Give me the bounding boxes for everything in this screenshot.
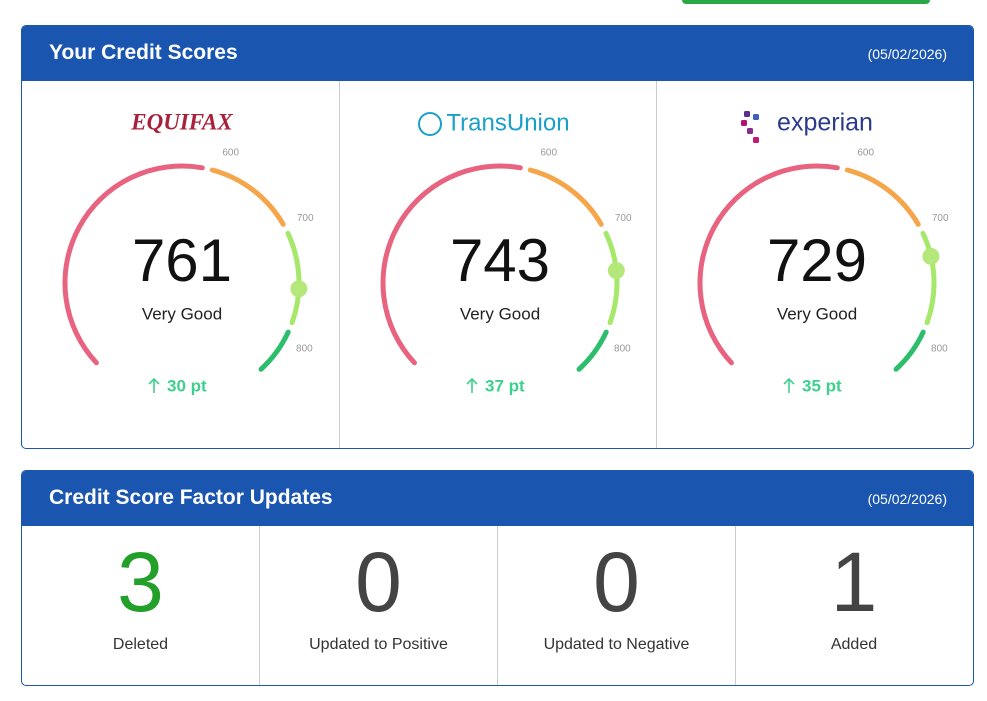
panel-date: (05/02/2026) (867, 491, 947, 507)
score-value: 729 (767, 227, 867, 294)
action-button[interactable] (682, 0, 930, 4)
gauge-segment (285, 230, 302, 326)
bureau-logo: experian (777, 109, 873, 137)
factor-count: 3 (117, 535, 164, 629)
factor-count: 0 (355, 535, 402, 629)
gauge-tick-label: 800 (931, 344, 948, 355)
score-marker (607, 261, 625, 279)
gauge-tick-label: 800 (614, 344, 631, 355)
factor-label: Added (830, 636, 878, 653)
score-rating: Very Good (142, 304, 222, 323)
factor-columns: 3 Deleted 0 Updated to Positive 0 Updated to … (22, 526, 973, 685)
gauge-segment (844, 167, 921, 227)
logo-icon (747, 128, 753, 134)
panel-header: Credit Score Factor Updates (05/02/2026) (22, 471, 973, 526)
score-value: 743 (449, 227, 549, 294)
up-arrow-icon (465, 377, 478, 393)
factor-label: Updated to Negative (543, 636, 690, 653)
score-change: 35 pt (802, 376, 842, 395)
factor-label: Deleted (112, 636, 169, 653)
factors-panel: Credit Score Factor Updates (05/02/2026)… (21, 470, 974, 686)
score-change: 30 pt (167, 376, 207, 395)
panel-date: (05/02/2026) (867, 46, 947, 62)
gauge-tick-label: 800 (296, 344, 313, 355)
score-columns: EQUIFAX 600 700 800 761 Very Good 30 pt TransUn… (22, 81, 973, 448)
gauge-segment (380, 163, 523, 366)
bureau-column: TransUnion 600 700 800 743 Very Good 37 pt (338, 81, 657, 448)
up-arrow-icon (148, 377, 160, 393)
gauge-segment (576, 329, 609, 372)
gauge-tick-label: 700 (932, 213, 949, 224)
bureau-logo: EQUIFAX (130, 109, 233, 134)
gauge: EQUIFAX 600 700 800 761 Very Good 30 pt (62, 109, 314, 395)
factor-column: 1 Added (735, 526, 972, 685)
logo-icon (753, 137, 759, 143)
panel-title: Credit Score Factor Updates (49, 486, 333, 509)
score-rating: Very Good (459, 304, 539, 323)
panel-title: Your Credit Scores (49, 41, 238, 64)
factor-column: 3 Deleted (22, 526, 259, 685)
score-change: 37 pt (485, 376, 525, 395)
bureau-column: experian 600 700 800 729 Very Good 35 pt (656, 81, 973, 448)
gauge-segment (62, 163, 205, 366)
score-value: 761 (132, 227, 232, 294)
score-rating: Very Good (777, 304, 857, 323)
gauge-segment (920, 230, 937, 326)
factor-column: 0 Updated to Negative (497, 526, 735, 685)
logo-icon (744, 111, 750, 117)
gauge-tick-label: 700 (614, 213, 631, 224)
up-arrow-icon (783, 377, 795, 393)
bureau-logo: TransUnion (446, 109, 569, 136)
gauge-tick-label: 600 (540, 147, 557, 158)
score-marker (290, 280, 308, 298)
gauge-segment (209, 167, 286, 227)
gauge-segment (527, 167, 604, 227)
gauge: TransUnion 600 700 800 743 Very Good 37 pt (380, 109, 631, 395)
gauge-segment (697, 163, 840, 366)
score-marker (922, 247, 940, 265)
factor-count: 0 (593, 535, 640, 629)
logo-icon (417, 112, 442, 136)
panel-header: Your Credit Scores (05/02/2026) (22, 26, 973, 81)
gauge-tick-label: 600 (857, 147, 874, 158)
bureau-column: EQUIFAX 600 700 800 761 Very Good 30 pt (22, 81, 339, 448)
gauge-segment (258, 329, 291, 372)
gauge-tick-label: 700 (297, 213, 314, 224)
gauge-segment (893, 329, 926, 372)
gauge-tick-label: 600 (222, 147, 239, 158)
scores-panel: Your Credit Scores (05/02/2026) EQUIFAX 6… (21, 25, 974, 449)
gauge: experian 600 700 800 729 Very Good 35 pt (697, 109, 949, 395)
logo-icon (753, 114, 759, 120)
factor-label: Updated to Positive (309, 636, 448, 653)
factor-count: 1 (830, 535, 878, 629)
factor-column: 0 Updated to Positive (259, 526, 497, 685)
logo-icon (741, 120, 747, 126)
